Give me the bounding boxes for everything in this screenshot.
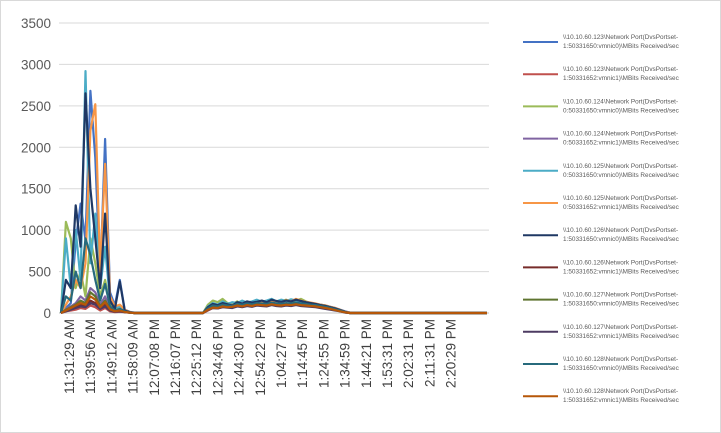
legend-label: \\10.10.60.124\Network Port(DvsPortset-0… bbox=[563, 131, 680, 147]
gridlines bbox=[59, 22, 489, 314]
x-tick-label: 12:07:08 PM bbox=[147, 319, 162, 396]
y-tick-label: 3000 bbox=[21, 57, 51, 72]
legend: \\10.10.60.123\Network Port(DvsPortset-1… bbox=[523, 34, 680, 404]
x-tick-label: 1:53:31 PM bbox=[380, 319, 395, 388]
x-tick-label: 2:20:29 PM bbox=[444, 319, 459, 388]
x-tick-label: 11:39:56 AM bbox=[83, 319, 98, 394]
x-tick-label: 12:44:30 PM bbox=[232, 319, 247, 396]
x-axis: 11:31:29 AM 11:39:56 AM 11:49:12 AM 11:58:0… bbox=[62, 319, 459, 396]
x-tick-label: 1:24:55 PM bbox=[316, 319, 331, 388]
x-tick-label: 12:54:22 PM bbox=[253, 319, 268, 396]
legend-label: \\10.10.60.128\Network Port(DvsPortset-1… bbox=[563, 356, 680, 372]
legend-entry: \\10.10.60.126\Network Port(DvsPortset-1… bbox=[523, 259, 680, 275]
series-line-12 bbox=[60, 295, 487, 315]
x-tick-label: 1:34:59 PM bbox=[338, 319, 353, 388]
legend-label: \\10.10.60.127\Network Port(DvsPortset-1… bbox=[563, 324, 680, 340]
legend-entry: \\10.10.60.123\Network Port(DvsPortset-1… bbox=[523, 66, 680, 82]
x-tick-label: 12:25:12 PM bbox=[189, 319, 204, 396]
x-tick-label: 12:16:07 PM bbox=[168, 319, 183, 396]
legend-entry: \\10.10.60.123\Network Port(DvsPortset-1… bbox=[523, 34, 680, 50]
y-axis: 0 500 1000 1500 2000 2500 3000 3500 bbox=[21, 16, 51, 321]
y-tick-label: 3500 bbox=[21, 16, 51, 31]
legend-entry: \\10.10.60.124\Network Port(DvsPortset-0… bbox=[523, 98, 680, 114]
series-line-7 bbox=[59, 92, 487, 315]
series-layer bbox=[59, 69, 487, 315]
series-line-5 bbox=[59, 69, 487, 315]
x-tick-label: 11:31:29 AM bbox=[62, 319, 77, 394]
y-tick-label: 0 bbox=[43, 306, 51, 321]
x-tick-label: 2:02:31 PM bbox=[401, 319, 416, 388]
legend-entry: \\10.10.60.124\Network Port(DvsPortset-0… bbox=[523, 131, 680, 147]
y-tick-label: 2500 bbox=[21, 99, 51, 114]
x-tick-label: 12:34:46 PM bbox=[210, 319, 225, 396]
legend-label: \\10.10.60.124\Network Port(DvsPortset-0… bbox=[563, 98, 680, 114]
legend-entry: \\10.10.60.127\Network Port(DvsPortset-1… bbox=[523, 324, 680, 340]
legend-entry: \\10.10.60.128\Network Port(DvsPortset-1… bbox=[523, 388, 680, 404]
legend-label: \\10.10.60.126\Network Port(DvsPortset-1… bbox=[563, 227, 680, 243]
legend-entry: \\10.10.60.128\Network Port(DvsPortset-1… bbox=[523, 356, 680, 372]
legend-entry: \\10.10.60.125\Network Port(DvsPortset-0… bbox=[523, 163, 680, 179]
legend-label: \\10.10.60.127\Network Port(DvsPortset-1… bbox=[563, 292, 680, 308]
legend-label: \\10.10.60.125\Network Port(DvsPortset-0… bbox=[563, 195, 680, 211]
series-line-1 bbox=[60, 89, 487, 315]
legend-label: \\10.10.60.126\Network Port(DvsPortset-1… bbox=[563, 259, 680, 275]
legend-label: \\10.10.60.123\Network Port(DvsPortset-1… bbox=[563, 66, 680, 82]
x-tick-label: 2:11:31 PM bbox=[422, 319, 437, 387]
x-tick-label: 11:58:09 AM bbox=[126, 319, 141, 394]
x-tick-label: 1:44:21 PM bbox=[359, 319, 374, 388]
legend-entry: \\10.10.60.127\Network Port(DvsPortset-1… bbox=[523, 292, 680, 308]
y-tick-label: 2000 bbox=[21, 140, 51, 155]
x-tick-label: 1:04:27 PM bbox=[274, 319, 289, 388]
y-tick-label: 1500 bbox=[21, 182, 51, 197]
legend-label: \\10.10.60.128\Network Port(DvsPortset-1… bbox=[563, 388, 680, 404]
x-tick-label: 11:49:12 AM bbox=[104, 319, 119, 394]
legend-entry: \\10.10.60.126\Network Port(DvsPortset-1… bbox=[523, 227, 680, 243]
series-line-6 bbox=[60, 103, 487, 315]
y-tick-label: 500 bbox=[28, 265, 51, 280]
y-tick-label: 1000 bbox=[21, 223, 51, 238]
x-tick-label: 1:14:45 PM bbox=[295, 319, 310, 388]
legend-label: \\10.10.60.123\Network Port(DvsPortset-1… bbox=[563, 34, 680, 50]
legend-label: \\10.10.60.125\Network Port(DvsPortset-0… bbox=[563, 163, 680, 179]
legend-entry: \\10.10.60.125\Network Port(DvsPortset-0… bbox=[523, 195, 680, 211]
